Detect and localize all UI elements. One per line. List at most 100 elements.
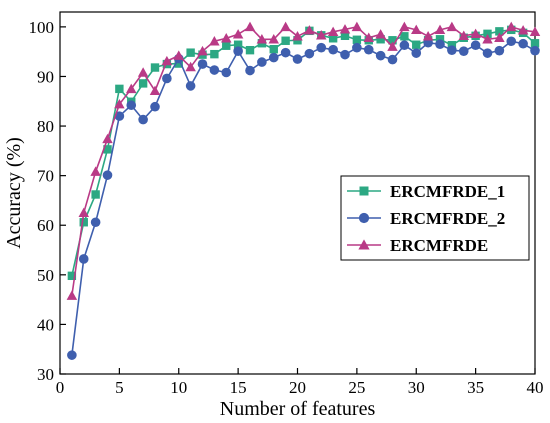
legend-label: ERCMFRDE_2 <box>390 209 505 228</box>
data-point <box>197 45 208 56</box>
x-tick-label: 20 <box>289 378 306 397</box>
data-point <box>173 50 184 60</box>
y-tick-label: 40 <box>37 315 54 334</box>
data-point <box>340 49 350 60</box>
data-point <box>506 36 517 47</box>
data-point <box>115 84 124 94</box>
legend-marker <box>358 239 370 250</box>
y-tick-label: 90 <box>37 67 54 86</box>
data-point <box>292 31 303 41</box>
data-point <box>506 21 517 32</box>
data-point <box>281 36 290 45</box>
x-tick-label: 35 <box>467 378 484 397</box>
y-axis-label: Accuracy (%) <box>3 137 25 249</box>
data-point <box>352 42 362 53</box>
data-point <box>339 24 351 34</box>
x-tick-label: 25 <box>348 378 365 397</box>
x-tick-label: 15 <box>230 378 247 397</box>
data-point <box>434 24 446 35</box>
data-point <box>78 207 89 218</box>
data-point <box>245 45 255 55</box>
data-point <box>222 41 231 50</box>
data-point <box>458 30 469 41</box>
data-point <box>102 133 113 144</box>
data-point <box>375 29 386 39</box>
data-point <box>412 40 421 49</box>
data-point <box>400 32 409 41</box>
data-point <box>495 27 504 36</box>
data-point <box>328 44 338 55</box>
data-point <box>103 145 112 154</box>
data-point <box>245 65 255 76</box>
data-point <box>388 36 397 45</box>
data-point <box>411 24 422 35</box>
data-point <box>316 42 327 53</box>
data-point <box>90 217 101 228</box>
data-point <box>399 40 410 51</box>
x-axis-label: Number of features <box>220 398 376 420</box>
data-point <box>494 45 505 56</box>
data-point <box>399 21 410 32</box>
series-layer <box>66 21 541 360</box>
data-point <box>67 271 77 281</box>
y-tick-label: 80 <box>37 117 54 136</box>
legend-marker <box>358 212 370 224</box>
data-point <box>102 170 113 180</box>
data-point <box>316 30 327 40</box>
data-point <box>482 48 493 58</box>
data-point <box>530 39 540 48</box>
y-tick-label: 50 <box>37 266 54 285</box>
series-ercmfrde <box>66 21 541 300</box>
data-point <box>174 59 183 68</box>
data-point <box>149 85 161 96</box>
data-point <box>375 50 386 61</box>
data-point <box>209 36 220 46</box>
data-point <box>221 33 232 43</box>
axes: 0 5 10 15 20 25 30 35 40 30 40 50 60 70 80 90 100 <box>29 11 544 397</box>
data-point <box>482 34 493 44</box>
data-point <box>78 254 89 264</box>
data-point <box>447 41 457 50</box>
data-point <box>435 35 445 44</box>
data-point <box>150 63 160 72</box>
data-point <box>268 34 279 44</box>
data-point <box>327 26 339 37</box>
legend-box <box>340 175 530 261</box>
data-point <box>304 25 315 35</box>
y-tick-label: 70 <box>37 167 54 186</box>
legend-label: ERCMFRDE_1 <box>390 182 505 201</box>
x-tick-label: 0 <box>56 378 65 397</box>
data-point <box>186 48 195 57</box>
data-point <box>446 21 458 32</box>
data-point <box>79 218 88 227</box>
data-point <box>185 81 196 91</box>
data-point <box>304 48 315 59</box>
data-point <box>221 67 232 78</box>
data-point <box>387 54 398 65</box>
data-point <box>210 49 219 59</box>
data-point <box>376 35 385 44</box>
data-point <box>494 32 505 42</box>
data-point <box>233 46 243 56</box>
data-point <box>268 52 279 63</box>
x-tick-label: 10 <box>170 378 187 397</box>
data-point <box>244 21 256 32</box>
series-line <box>71 25 536 296</box>
data-point <box>197 59 208 69</box>
y-tick-label: 60 <box>37 216 54 235</box>
data-point <box>352 35 362 44</box>
data-point <box>114 98 125 109</box>
x-tick-label: 5 <box>115 378 124 397</box>
data-point <box>280 21 291 32</box>
data-point <box>209 65 220 75</box>
data-point <box>114 111 125 121</box>
data-point <box>150 101 160 112</box>
data-point <box>162 73 172 84</box>
legend-label: ERCMFRDE <box>390 236 488 255</box>
data-point <box>269 44 278 54</box>
data-point <box>387 41 398 51</box>
data-point <box>518 38 528 49</box>
data-point <box>470 40 481 51</box>
series-line <box>71 29 536 276</box>
